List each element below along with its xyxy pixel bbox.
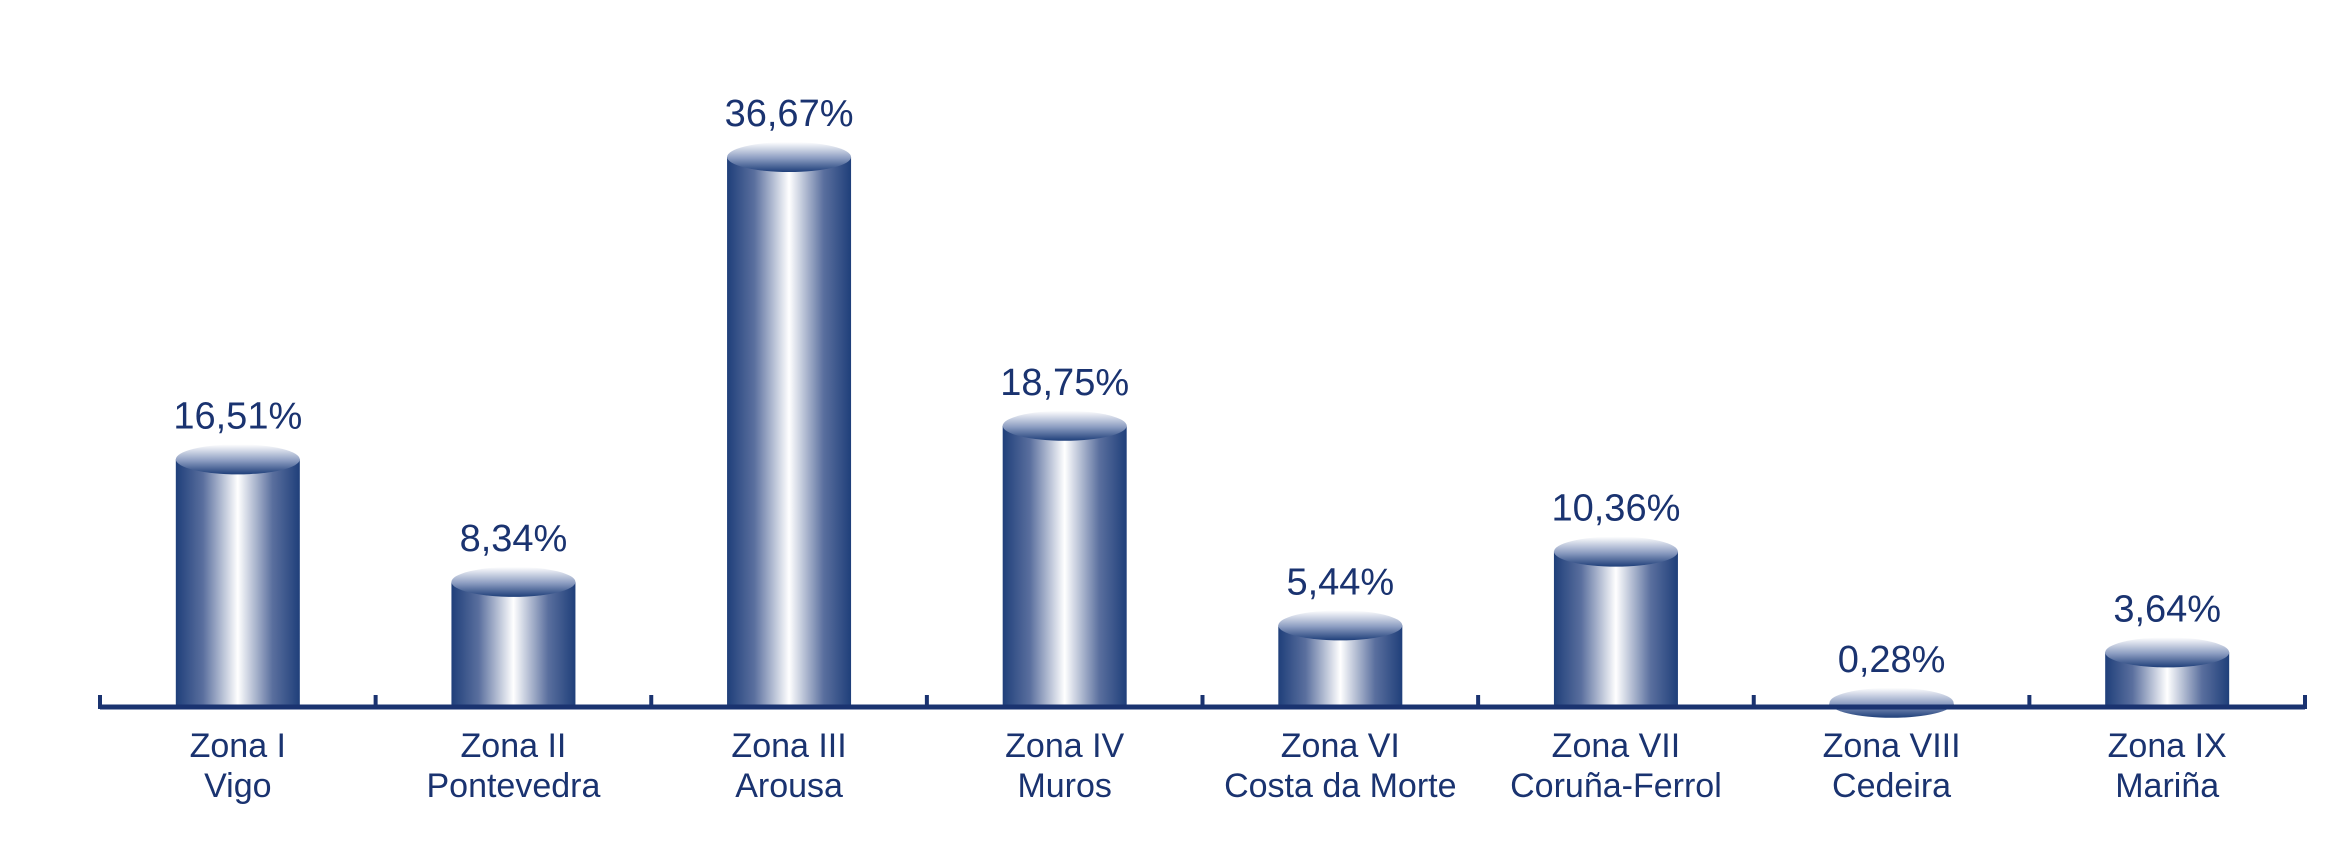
bar-cap <box>1553 536 1678 567</box>
bar-body <box>1002 425 1127 707</box>
x-tick-label: Muros <box>1017 767 1111 805</box>
data-label: 5,44% <box>1286 561 1394 603</box>
x-tick-label: Mariña <box>2115 767 2219 805</box>
x-tick-label: Zona VIII <box>1823 727 1961 765</box>
bar-body <box>451 581 576 707</box>
bar <box>2105 637 2230 707</box>
data-label: 18,75% <box>1000 362 1129 404</box>
bar-body <box>727 157 852 707</box>
bar-cap <box>1829 687 1954 718</box>
x-tick-label: Zona I <box>190 727 286 765</box>
data-label: 10,36% <box>1551 488 1680 530</box>
bar <box>727 142 852 707</box>
bar-cap <box>175 444 300 475</box>
x-tick-label: Pontevedra <box>426 767 600 805</box>
x-tick-label: Zona VI <box>1281 727 1400 765</box>
bar-cap <box>2105 637 2230 668</box>
x-tick-label: Arousa <box>735 767 843 805</box>
x-axis <box>98 695 2307 710</box>
x-tick-label: Vigo <box>204 767 271 805</box>
x-tick-label: Costa da Morte <box>1224 767 1456 805</box>
bar <box>175 444 300 707</box>
bar-cap <box>451 566 576 597</box>
x-tick-label: Zona IX <box>2108 727 2227 765</box>
data-label: 36,67% <box>725 93 854 135</box>
x-tick-label: Coruña-Ferrol <box>1510 767 1722 805</box>
data-label: 3,64% <box>2113 588 2221 630</box>
bar <box>1829 687 1954 718</box>
bar-body <box>175 459 300 707</box>
bar <box>1002 410 1127 707</box>
x-tick-label: Zona II <box>461 727 567 765</box>
x-tick-label: Cedeira <box>1832 767 1951 805</box>
bar <box>451 566 576 707</box>
data-label: 0,28% <box>1838 639 1946 681</box>
bar-body <box>1553 551 1678 707</box>
bar <box>1278 610 1403 707</box>
x-tick-label: Zona IV <box>1005 727 1124 765</box>
data-label: 16,51% <box>173 395 302 437</box>
bar-cap <box>1002 410 1127 441</box>
x-tick-label: Zona III <box>731 727 846 765</box>
bar <box>1553 536 1678 707</box>
bar-cap <box>1278 610 1403 641</box>
bar-cap <box>727 142 852 172</box>
data-label: 8,34% <box>460 518 568 560</box>
bars-layer <box>175 142 2230 718</box>
x-tick-label: Zona VII <box>1552 727 1681 765</box>
